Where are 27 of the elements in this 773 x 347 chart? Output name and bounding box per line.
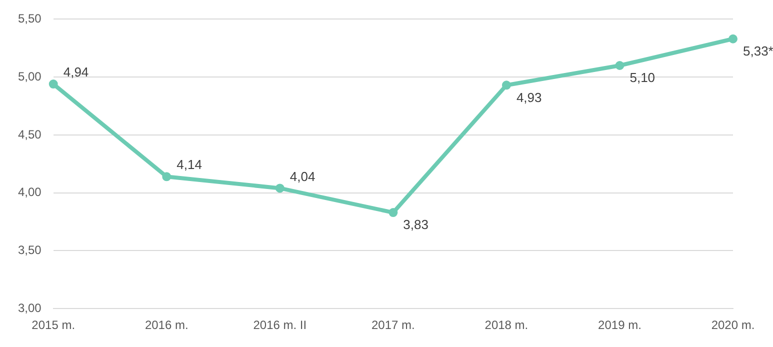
data-label: 5,10	[630, 70, 656, 86]
x-tick-label: 2020 m.	[711, 318, 755, 332]
x-tick-label: 2019 m.	[598, 318, 642, 332]
x-tick-label: 2016 m. II	[253, 318, 307, 332]
data-label: 4,04	[290, 168, 316, 184]
x-tick-label: 2018 m.	[484, 318, 528, 332]
y-tick-label: 4,50	[18, 127, 42, 142]
data-label: 3,83	[403, 217, 428, 232]
y-tick-label: 3,00	[18, 300, 42, 315]
x-tick-label: 2017 m.	[372, 318, 415, 332]
point	[615, 61, 624, 70]
data-label: 4,94	[63, 64, 89, 80]
data-label: 5,33*	[743, 43, 773, 58]
data-label: 4,14	[176, 157, 202, 172]
point	[728, 34, 738, 44]
point	[275, 184, 284, 193]
point	[162, 172, 172, 182]
x-tick-label: 2016 m.	[144, 318, 188, 332]
y-tick-label: 4,00	[18, 185, 42, 200]
data-label: 4,93	[516, 90, 542, 105]
y-tick-label: 5,00	[18, 69, 42, 84]
point	[388, 208, 398, 218]
point	[48, 80, 58, 89]
y-tick-label: 3,50	[18, 243, 42, 258]
point	[502, 80, 511, 90]
x-tick-label: 2015 m.	[32, 318, 76, 332]
y-tick-label: 5,50	[18, 12, 42, 26]
